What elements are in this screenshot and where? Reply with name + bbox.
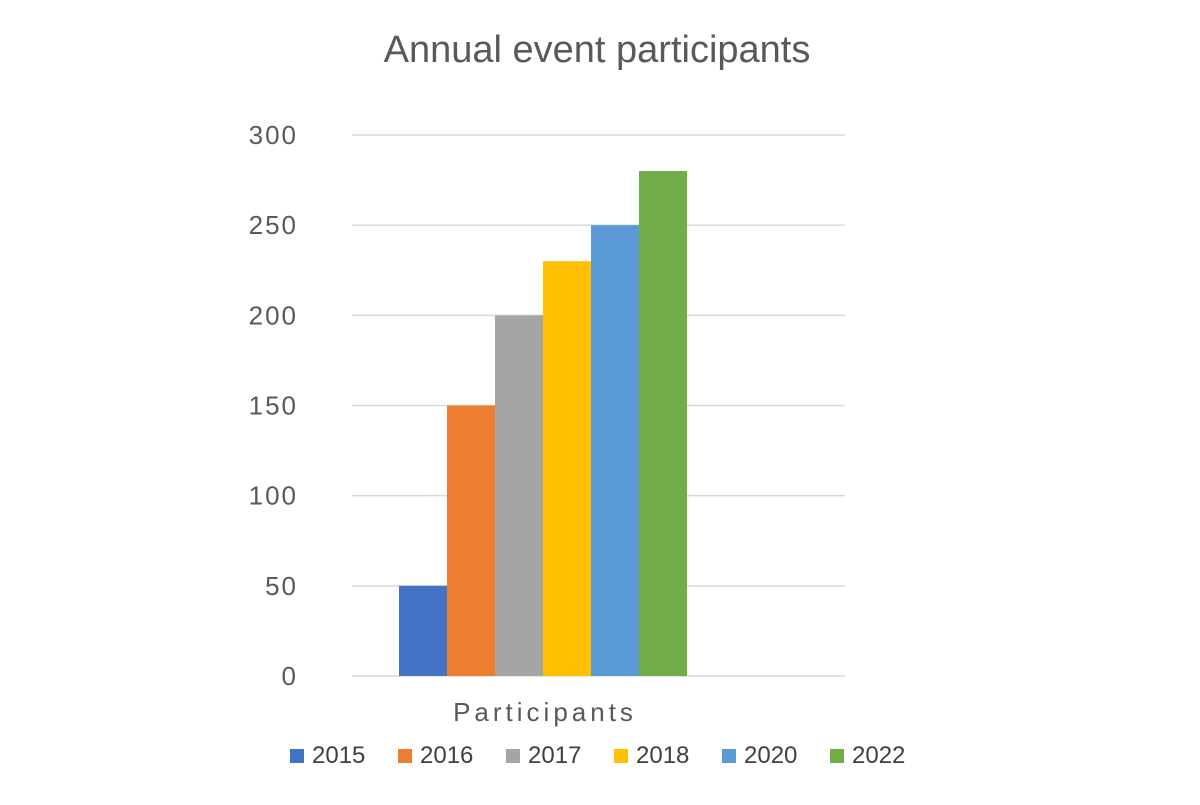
bars (399, 171, 687, 677)
legend-swatch-2020 (722, 749, 736, 763)
y-tick-label-50: 50 (265, 571, 298, 601)
legend-swatch-2017 (506, 749, 520, 763)
x-axis-category-labels: Participants (453, 697, 637, 727)
legend-label-2018: 2018 (636, 742, 689, 769)
legend-label-2022: 2022 (852, 742, 905, 769)
bar-2017 (495, 315, 543, 676)
legend: 2015 2016 2017 2018 2020 2022 (290, 742, 905, 769)
bar-2016 (447, 405, 495, 676)
y-tick-label-200: 200 (249, 300, 298, 330)
y-tick-label-100: 100 (249, 481, 298, 511)
legend-label-2015: 2015 (312, 742, 365, 769)
legend-swatch-2015 (290, 749, 304, 763)
legend-label-2020: 2020 (744, 742, 797, 769)
legend-swatch-2018 (614, 749, 628, 763)
x-category-label: Participants (453, 697, 637, 727)
bar-2015 (399, 585, 447, 676)
legend-swatch-2016 (398, 749, 412, 763)
chart-title: Annual event participants (384, 29, 811, 71)
legend-label-2017: 2017 (528, 742, 581, 769)
y-tick-label-0: 0 (282, 661, 298, 691)
y-tick-label-250: 250 (249, 210, 298, 240)
y-tick-label-300: 300 (249, 120, 298, 150)
y-tick-label-150: 150 (249, 391, 298, 421)
legend-swatch-2022 (830, 749, 844, 763)
legend-label-2016: 2016 (420, 742, 473, 769)
bar-2018 (543, 261, 591, 676)
bar-2022 (639, 171, 687, 677)
bar-2020 (591, 225, 639, 676)
y-axis-tick-labels: 0 50 100 150 200 250 300 (249, 120, 298, 691)
